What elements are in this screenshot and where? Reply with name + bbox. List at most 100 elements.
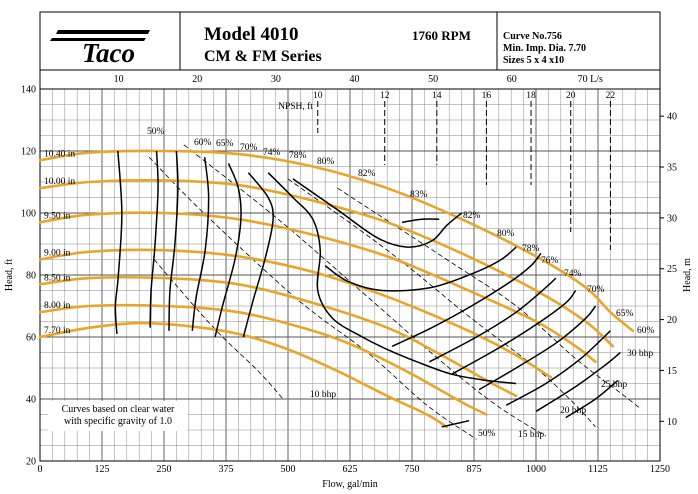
- top-tick-label: 70 L/s: [578, 74, 603, 85]
- y-tick-label: 140: [21, 85, 36, 96]
- y-tick-label: 40: [26, 395, 36, 406]
- efficiency-label: 74%: [564, 269, 582, 279]
- curve-number: Curve No.756: [503, 31, 562, 42]
- right-tick-label: 10: [667, 417, 677, 428]
- efficiency-curve: [401, 218, 440, 224]
- bhp-curve: [287, 178, 596, 428]
- bhp-curve: [337, 187, 641, 409]
- top-tick-label: 30: [271, 74, 281, 85]
- efficiency-label: 76%: [541, 256, 559, 266]
- npsh-title: NPSH, ft: [278, 101, 313, 112]
- npsh-value: 20: [566, 91, 576, 101]
- top-tick-label: 60: [507, 74, 517, 85]
- efficiency-label: 50%: [147, 127, 165, 137]
- bhp-curve: [153, 259, 284, 400]
- efficiency-curve: [429, 277, 557, 363]
- impeller-label: 10.00 in: [44, 177, 75, 187]
- impeller-label: 9.50 in: [44, 211, 71, 221]
- efficiency-label: 78%: [289, 151, 307, 161]
- min-impeller: Min. Imp. Dia. 7.70: [503, 43, 586, 54]
- efficiency-label: 50%: [478, 429, 496, 439]
- x-tick-label: 625: [343, 464, 358, 475]
- efficiency-curve: [535, 351, 621, 413]
- efficiency-curve: [565, 379, 619, 419]
- bhp-label: 10 bhp: [310, 390, 336, 400]
- top-tick-label: 50: [428, 74, 438, 85]
- x-axis-title: Flow, gal/min: [322, 479, 377, 490]
- efficiency-curves: [114, 150, 621, 428]
- efficiency-label: 82%: [463, 211, 481, 221]
- right-tick-label: 20: [667, 315, 677, 326]
- impeller-curve: [38, 149, 635, 333]
- efficiency-curve: [267, 172, 517, 385]
- y-tick-label: 120: [21, 147, 36, 158]
- y-tick-label: 60: [26, 333, 36, 344]
- efficiency-label: 70%: [240, 143, 258, 153]
- efficiency-curve: [242, 172, 274, 338]
- note-line-1: Curves based on clear water: [62, 404, 175, 415]
- axes: 0 125 250 375 500 625 750 875 1000 1125 1250204060…: [4, 70, 693, 490]
- note-box: Curves based on clear water with specifi…: [48, 401, 188, 431]
- y2-axis-title: Head, m: [682, 258, 693, 292]
- x-tick-label: 1000: [526, 464, 546, 475]
- efficiency-curve: [391, 252, 542, 347]
- top-tick-label: 40: [349, 74, 359, 85]
- model-title: Model 4010: [204, 24, 298, 45]
- right-tick-label: 40: [667, 112, 677, 123]
- efficiency-label: 74%: [263, 148, 281, 158]
- impeller-curve: [38, 321, 449, 429]
- efficiency-label: 82%: [358, 169, 376, 179]
- x-tick-label: 750: [405, 464, 420, 475]
- bhp-curve: [183, 144, 547, 437]
- note-line-2: with specific gravity of 1.0: [64, 416, 172, 427]
- plot-frame: [39, 88, 661, 462]
- efficiency-curve: [114, 150, 123, 334]
- npsh-value: 14: [432, 91, 442, 101]
- logo-text: Taco: [82, 38, 135, 68]
- x-tick-label: 500: [281, 464, 296, 475]
- bhp-curves: [148, 144, 641, 440]
- efficiency-label: 65%: [616, 309, 634, 319]
- right-tick-label: 30: [667, 213, 677, 224]
- efficiency-label: 80%: [317, 157, 335, 167]
- bhp-label: 30 bhp: [627, 349, 653, 359]
- efficiency-label: 60%: [637, 326, 655, 336]
- rpm-label: 1760 RPM: [412, 28, 471, 43]
- y-tick-label: 80: [26, 271, 36, 282]
- impeller-curve: [38, 303, 488, 416]
- taco-logo: Taco: [50, 30, 150, 68]
- sizes-label: Sizes 5 x 4 x10: [503, 55, 564, 66]
- efficiency-curve: [451, 290, 577, 375]
- efficiency-curve: [324, 246, 517, 292]
- efficiency-label: 70%: [587, 285, 605, 295]
- npsh-value: 16: [482, 91, 492, 101]
- right-tick-label: 25: [667, 264, 677, 275]
- efficiency-curve: [292, 178, 463, 248]
- series-title: CM & FM Series: [204, 48, 322, 65]
- bhp-curve: [148, 156, 477, 440]
- impeller-curve: [38, 211, 597, 364]
- npsh-value: 12: [380, 91, 390, 101]
- chart-header: Taco Model 4010 CM & FM Series 1760 RPM …: [39, 11, 661, 71]
- efficiency-curve: [168, 150, 179, 331]
- impeller-label: 8.50 in: [44, 273, 71, 283]
- impeller-label: 8.00 in: [44, 301, 71, 311]
- efficiency-curve: [214, 163, 242, 338]
- efficiency-label: 60%: [194, 138, 212, 148]
- impeller-label: 7.70 in: [44, 326, 71, 336]
- impeller-label: 10.40 in: [44, 149, 75, 159]
- efficiency-label: 78%: [522, 244, 540, 254]
- x-tick-label: 125: [95, 464, 110, 475]
- efficiency-label: 65%: [216, 139, 234, 149]
- curve-labels: 10 bhp 15 bhp 20 bhp 25 bhp 30 bhp 10.40 in 10…: [44, 127, 655, 440]
- efficiency-label: 83%: [410, 190, 428, 200]
- npsh-value: 18: [526, 91, 536, 101]
- bhp-label: 20 bhp: [560, 406, 586, 416]
- bhp-label: 25 bhp: [601, 380, 627, 390]
- efficiency-curve: [478, 305, 597, 391]
- x-tick-label: 0: [38, 464, 43, 475]
- x-tick-label: 875: [467, 464, 482, 475]
- npsh-value: 22: [606, 91, 616, 101]
